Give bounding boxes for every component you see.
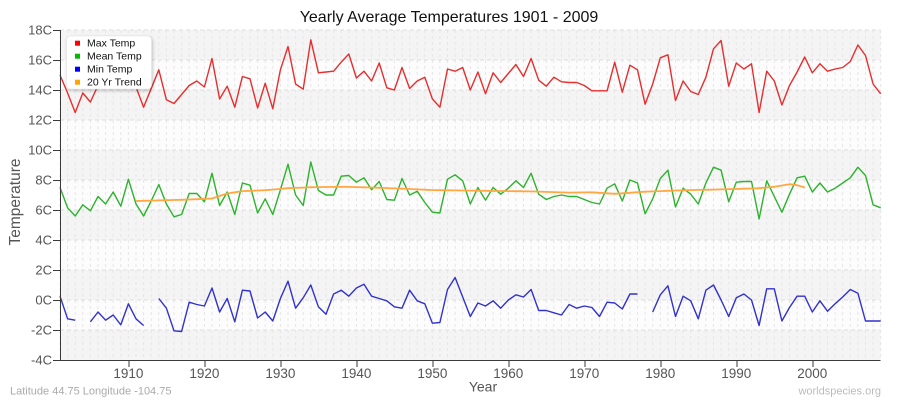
svg-text:6C: 6C [35, 203, 52, 218]
svg-text:1940: 1940 [341, 366, 371, 381]
svg-text:Min Temp: Min Temp [87, 64, 132, 76]
svg-text:-4C: -4C [31, 353, 52, 368]
svg-text:4C: 4C [35, 233, 52, 248]
svg-text:1990: 1990 [721, 366, 751, 381]
svg-text:18C: 18C [28, 23, 52, 38]
svg-text:Mean Temp: Mean Temp [87, 51, 142, 63]
svg-text:Temperature: Temperature [7, 158, 24, 245]
svg-text:Year: Year [469, 379, 498, 395]
svg-text:0C: 0C [35, 293, 52, 308]
svg-text:Max Temp: Max Temp [87, 38, 135, 50]
svg-text:2C: 2C [35, 263, 52, 278]
svg-text:1980: 1980 [645, 366, 675, 381]
svg-text:14C: 14C [28, 83, 52, 98]
svg-text:12C: 12C [28, 113, 52, 128]
svg-text:10C: 10C [28, 143, 52, 158]
svg-text:Yearly Average Temperatures 19: Yearly Average Temperatures 1901 - 2009 [300, 9, 599, 26]
svg-text:1910: 1910 [113, 366, 143, 381]
svg-text:16C: 16C [28, 53, 52, 68]
svg-text:20 Yr Trend: 20 Yr Trend [87, 77, 142, 89]
svg-text:1930: 1930 [265, 366, 295, 381]
svg-text:1920: 1920 [189, 366, 219, 381]
svg-text:worldspecies.org: worldspecies.org [797, 386, 881, 398]
svg-text:1960: 1960 [493, 366, 523, 381]
svg-text:8C: 8C [35, 173, 52, 188]
svg-text:2000: 2000 [797, 366, 827, 381]
svg-text:1970: 1970 [569, 366, 599, 381]
svg-text:1950: 1950 [417, 366, 447, 381]
svg-text:Latitude 44.75 Longitude -104.: Latitude 44.75 Longitude -104.75 [10, 386, 171, 398]
svg-text:-2C: -2C [31, 323, 52, 338]
